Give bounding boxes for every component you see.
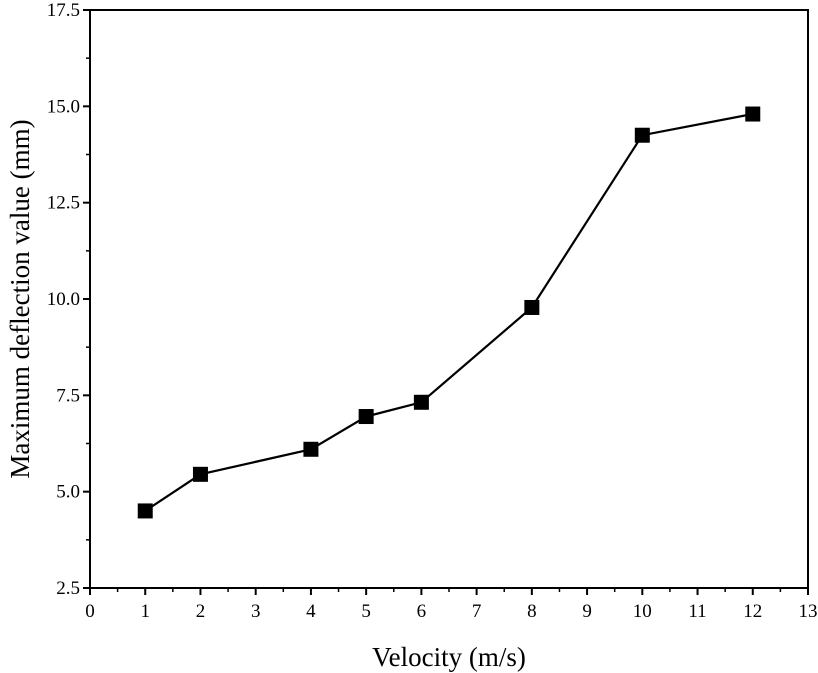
y-tick-label: 7.5 [56,385,80,406]
y-axis-ticks: 2.5 5.0 7.5 10.0 12.5 15.0 17.5 [47,0,90,599]
data-point-marker [358,409,374,425]
series-line [144,112,754,512]
x-tick-label: 8 [527,601,537,622]
x-tick-label: 2 [196,601,206,622]
series-layer [137,106,761,519]
plot-frame [89,9,809,589]
x-tick-label: 13 [799,601,818,622]
data-point-marker [192,466,208,482]
x-tick-label: 12 [743,601,762,622]
x-axis-ticks: 0 1 2 3 4 5 6 7 8 9 10 11 12 13 [85,588,818,622]
y-tick-label: 2.5 [56,578,80,599]
y-tick-label: 5.0 [56,482,80,503]
x-tick-label: 5 [361,601,371,622]
x-tick-label: 9 [582,601,592,622]
y-tick-label: 17.5 [47,0,80,21]
y-axis-title: Maximum deflection value (mm) [5,119,35,478]
x-tick-label: 11 [688,601,706,622]
x-tick-label: 1 [140,601,150,622]
data-point-marker [413,394,429,410]
data-point-marker [634,127,650,143]
x-axis-title: Velocity (m/s) [372,642,526,672]
x-tick-label: 0 [85,601,95,622]
x-tick-label: 7 [472,601,482,622]
data-point-marker [745,106,761,122]
y-tick-label: 10.0 [47,289,80,310]
x-tick-label: 4 [306,601,316,622]
x-tick-label: 6 [417,601,427,622]
x-tick-label: 3 [251,601,261,622]
x-tick-label: 10 [633,601,652,622]
data-point-marker [137,503,153,519]
data-point-marker [524,299,540,315]
y-tick-label: 15.0 [47,96,80,117]
y-tick-label: 12.5 [47,193,80,214]
data-point-marker [303,441,319,457]
